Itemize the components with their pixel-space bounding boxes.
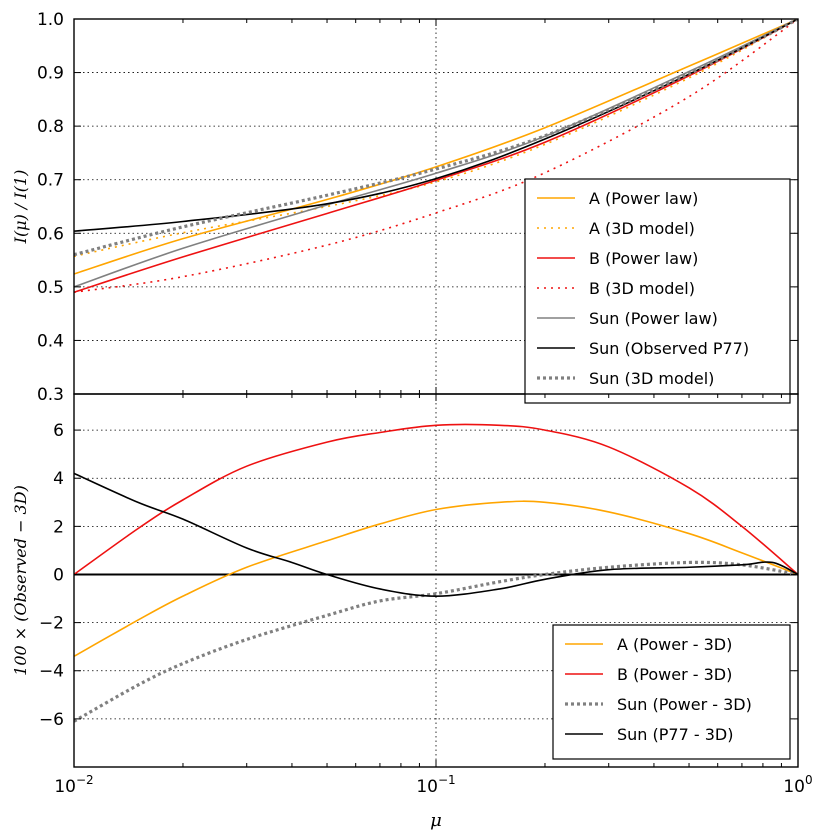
bottom-panel: −6 −4 −2 0 2 4 6 100 × (Observed − 3D) 10−2 10−1 1…: [11, 393, 813, 831]
legend-label-a-3d-model: A (3D model): [589, 219, 695, 238]
top-ytick-label: 0.6: [37, 224, 64, 244]
legend-label-b-power-3d: B (Power - 3D): [617, 665, 732, 684]
bottom-ytick-label: 6: [53, 421, 64, 441]
series-b-power-3d: [74, 423, 798, 576]
top-panel: 0.3 0.4 0.5 0.6 0.7 0.8 0.9 1.0 I(μ) / I(1) A (Po…: [11, 10, 799, 405]
series-a-power-law: [74, 19, 798, 275]
top-ytick-label: 0.7: [37, 171, 64, 191]
bottom-ytick-label: 4: [53, 469, 64, 489]
legend-label-b-power-law: B (Power law): [589, 249, 698, 268]
bottom-ytick-label: −4: [39, 662, 64, 682]
series-b-3d-model: [74, 19, 798, 294]
bottom-legend: A (Power - 3D) B (Power - 3D) Sun (Power -…: [552, 624, 791, 760]
top-legend: A (Power law) A (3D model) B (Power law) B …: [524, 178, 791, 404]
xlabel: μ: [430, 810, 442, 831]
xtick-label: 10−1: [416, 773, 455, 797]
top-ylabel: I(μ) / I(1): [11, 170, 30, 245]
top-legend-frame: [524, 178, 791, 404]
top-ytick-label: 0.9: [37, 64, 64, 84]
bottom-ytick-label: 0: [53, 565, 64, 585]
bottom-ytick-label: −2: [39, 614, 64, 634]
bottom-legend-frame: [552, 624, 791, 760]
legend-label-a-power-law: A (Power law): [589, 189, 698, 208]
top-ytick-label: 1.0: [37, 10, 64, 30]
series-sun-power-3d: [74, 560, 798, 723]
legend-label-sun-observed-p77: Sun (Observed P77): [589, 339, 749, 358]
legend-label-sun-p77-3d: Sun (P77 - 3D): [617, 725, 733, 744]
series-b-power-law: [74, 19, 798, 293]
bottom-ylabel: 100 × (Observed − 3D): [11, 485, 30, 676]
series-a-power-3d: [74, 500, 798, 657]
top-ytick-label: 0.5: [37, 278, 64, 298]
bottom-axes-frame: [73, 393, 799, 768]
xtick-label: 100: [783, 773, 812, 797]
top-ytick-label: 0.4: [37, 331, 64, 351]
legend-label-a-power-3d: A (Power - 3D): [617, 635, 732, 654]
series-sun-p77-3d: [74, 472, 798, 597]
bottom-ytick-label: −6: [39, 710, 64, 730]
series-sun-power-law: [74, 19, 798, 288]
xtick-label: 10−2: [54, 773, 93, 797]
legend-label-sun-power-law: Sun (Power law): [589, 309, 718, 328]
legend-label-sun-3d-model: Sun (3D model): [589, 369, 714, 388]
legend-label-sun-power-3d: Sun (Power - 3D): [617, 695, 752, 714]
top-ytick-label: 0.8: [37, 117, 64, 137]
bottom-ytick-label: 2: [53, 517, 64, 537]
series-sun-3d-model: [74, 19, 798, 257]
top-ytick-label: 0.3: [37, 385, 64, 405]
legend-label-b-3d-model: B (3D model): [589, 279, 695, 298]
